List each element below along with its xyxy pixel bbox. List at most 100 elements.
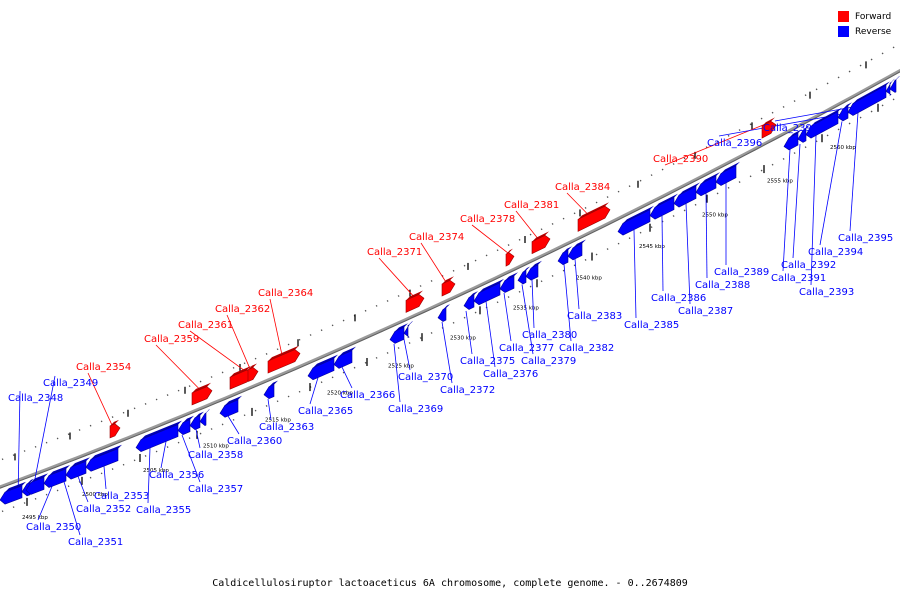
scale-label: 2530 kbp: [450, 335, 476, 341]
leader-line: [189, 330, 246, 372]
forward-track-dot: [221, 371, 224, 374]
gene-arrow-calla-2371: [405, 294, 425, 313]
reverse-track-dot: [760, 169, 763, 172]
gene-arrow-calla-2353: [85, 448, 119, 472]
reverse-track-dot: [375, 356, 378, 359]
forward-track-dot: [474, 259, 477, 262]
forward-track-dotted-line: [1, 46, 895, 461]
reverse-track-dot: [870, 110, 873, 113]
forward-track-dot: [430, 280, 433, 282]
gene-arrow-top: [27, 478, 34, 484]
reverse-track-dot: [782, 157, 785, 160]
gene-arrow-top: [531, 260, 542, 269]
gene-label: Calla_2364: [258, 288, 313, 299]
leader-line: [393, 343, 401, 403]
gene-label: Calla_2366: [340, 390, 395, 401]
reverse-track-dot: [430, 332, 433, 334]
leader-line: [471, 224, 509, 254]
reverse-swatch: [838, 26, 849, 37]
gene-arrow-calla-2354: [109, 423, 121, 439]
leader-line: [849, 112, 859, 232]
reverse-track-dot: [826, 134, 829, 137]
gene-arrow-top: [406, 290, 423, 301]
gene-arrow-top: [225, 395, 242, 406]
gene-arrow-top: [408, 321, 413, 326]
gene-arrow-top: [479, 278, 504, 293]
reverse-track-dot: [419, 337, 422, 339]
reverse-track-dot: [749, 175, 752, 178]
leader-line: [810, 135, 817, 286]
reverse-track-dot: [320, 381, 323, 384]
reverse-track-dot: [716, 192, 719, 195]
forward-track-dot: [738, 129, 741, 131]
leader-line: [267, 399, 272, 421]
leader-line: [531, 279, 535, 329]
forward-track-dot: [859, 64, 862, 67]
gene-label: Calla_2385: [624, 320, 679, 331]
legend-item-forward: Forward: [838, 9, 891, 24]
gene-arrow-top: [532, 231, 549, 242]
scale-label: 2510 kbp: [203, 443, 229, 449]
reverse-track-dot: [562, 269, 565, 272]
reverse-track-dot: [727, 186, 730, 189]
forward-track-dot: [573, 212, 576, 215]
scale-label: 2505 kbp: [143, 468, 169, 474]
forward-track-dot: [584, 206, 587, 209]
forward-track-dot: [342, 319, 345, 322]
legend-label-forward: Forward: [855, 11, 892, 22]
forward-track-dot: [562, 217, 565, 220]
gene-label: Calla_2390: [653, 154, 708, 165]
gene-arrow-calla-2391: [783, 132, 799, 151]
gene-label: Calla_2358: [188, 450, 243, 461]
gene-arrow-calla-2370: [403, 324, 410, 338]
gene-arrow-top: [91, 444, 122, 460]
leader-line: [574, 258, 580, 310]
gene-arrow-calla-2394: [837, 105, 849, 122]
leader-line: [155, 344, 201, 390]
backbone-line: [0, 68, 900, 489]
leader-line: [819, 121, 843, 246]
reverse-track-dot: [518, 290, 521, 293]
forward-track-dot: [727, 134, 730, 137]
scale-label: 2500 kbp: [82, 492, 108, 498]
gene-arrow-top: [268, 345, 299, 362]
reverse-track-dot: [793, 152, 796, 155]
gene-labels: Calla_2348 Calla_2349 Calla_2350 Calla_2351…: [8, 123, 893, 548]
gene-arrow-top: [523, 266, 530, 272]
gene-arrow-calla-2381: [531, 235, 551, 255]
gene-leader-lines: [17, 102, 877, 536]
gene-arrow-calla-2360: [219, 399, 239, 418]
gene-label: Calla_2387: [678, 306, 733, 317]
gene-arrow-top: [505, 272, 518, 281]
gene-arrow-calla-2383: [567, 243, 583, 261]
legend-label-reverse: Reverse: [855, 26, 892, 37]
gene-label: Calla_2392: [781, 260, 836, 271]
reverse-track-dot: [353, 366, 356, 369]
reverse-track-dot: [463, 316, 466, 319]
reverse-track-dot: [650, 226, 653, 229]
forward-track-dot: [254, 357, 257, 360]
gene-label: Calla_2396: [707, 138, 762, 149]
gene-arrow-top: [853, 81, 890, 104]
gene-label: Calla_2360: [227, 436, 282, 447]
gene-label: Calla_2372: [440, 385, 495, 396]
leader-line: [566, 192, 589, 215]
leader-line: [77, 476, 89, 503]
forward-track-dot: [848, 70, 851, 73]
gene-label: Calla_2363: [259, 422, 314, 433]
leader-line: [181, 434, 201, 483]
forward-track-dot: [782, 105, 785, 108]
leader-line: [782, 149, 791, 272]
leader-line: [17, 390, 21, 500]
forward-track-dot: [375, 304, 378, 307]
reverse-track-dot: [276, 400, 279, 403]
forward-track-dot: [529, 233, 532, 236]
leader-line: [465, 310, 473, 355]
scale-label: 2540 kbp: [576, 275, 602, 281]
gene-arrow-top: [230, 366, 251, 378]
gene-arrow-calla-2397: [889, 79, 897, 93]
gene-label: Calla_2359: [144, 334, 199, 345]
gene-arrow-top: [578, 202, 609, 220]
scale-label: 2525 kbp: [388, 364, 414, 370]
